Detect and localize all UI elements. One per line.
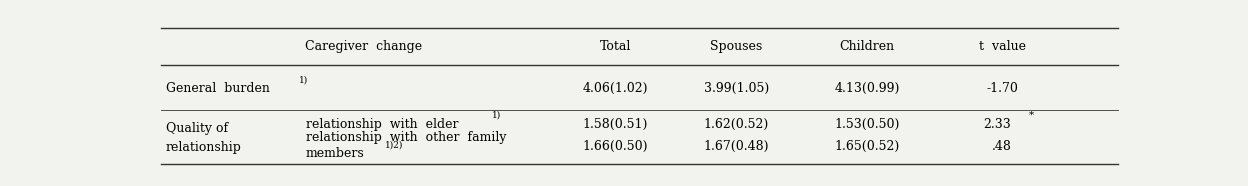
Text: 2.33: 2.33 (983, 118, 1011, 131)
Text: Spouses: Spouses (710, 40, 763, 53)
Text: 1): 1) (300, 75, 308, 84)
Text: .48: .48 (992, 140, 1012, 153)
Text: 4.06(1.02): 4.06(1.02) (583, 82, 648, 95)
Text: 1.67(0.48): 1.67(0.48) (704, 140, 769, 153)
Text: General  burden: General burden (166, 82, 270, 95)
Text: members: members (306, 147, 364, 160)
Text: relationship  with  elder: relationship with elder (306, 118, 458, 131)
Text: relationship  with  other  family: relationship with other family (306, 131, 507, 144)
Text: 1.62(0.52): 1.62(0.52) (704, 118, 769, 131)
Text: Children: Children (840, 40, 895, 53)
Text: 1.58(0.51): 1.58(0.51) (583, 118, 648, 131)
Text: Total: Total (600, 40, 631, 53)
Text: 4.13(0.99): 4.13(0.99) (834, 82, 900, 95)
Text: -1.70: -1.70 (986, 82, 1018, 95)
Text: Caregiver  change: Caregiver change (306, 40, 423, 53)
Text: *: * (1028, 111, 1033, 120)
Text: t  value: t value (978, 40, 1026, 53)
Text: Quality of
relationship: Quality of relationship (166, 122, 242, 154)
Text: 1.53(0.50): 1.53(0.50) (834, 118, 900, 131)
Text: 1.66(0.50): 1.66(0.50) (583, 140, 648, 153)
Text: 1)2): 1)2) (386, 141, 403, 150)
Text: 3.99(1.05): 3.99(1.05) (704, 82, 769, 95)
Text: 1): 1) (492, 111, 500, 120)
Text: 1.65(0.52): 1.65(0.52) (834, 140, 900, 153)
